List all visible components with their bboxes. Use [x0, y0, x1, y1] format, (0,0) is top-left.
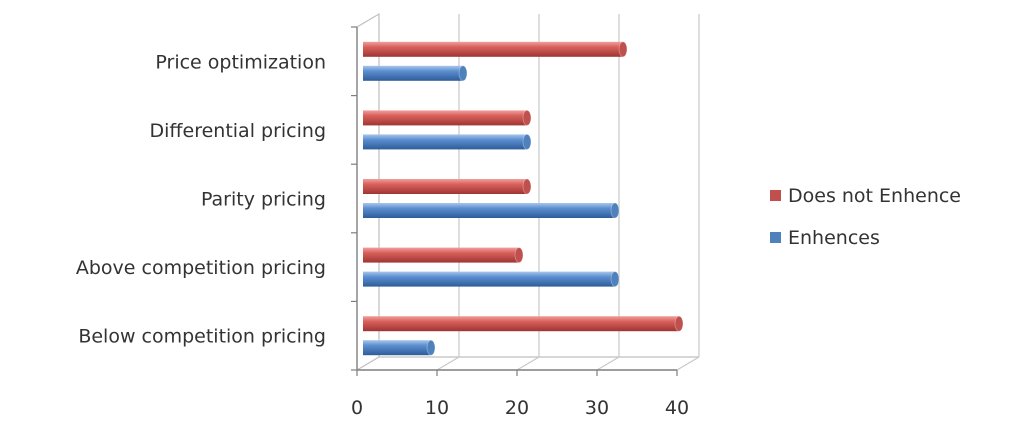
x-tick-label: 0: [351, 397, 363, 417]
gridline-floor: [676, 356, 700, 371]
wall-back-edge: [356, 12, 380, 357]
bar-cap: [674, 315, 684, 332]
legend-swatch: [770, 190, 781, 201]
legend-label: Enhences: [788, 227, 880, 249]
bar: [363, 65, 468, 82]
bar: [363, 178, 532, 195]
bar-cap: [522, 178, 532, 195]
bar-body: [363, 340, 431, 356]
bar: [363, 133, 532, 150]
category-label: Price optimization: [155, 51, 326, 73]
bar-cap: [610, 271, 620, 288]
category-label: Above competition pricing: [76, 257, 326, 279]
bar-body: [363, 316, 679, 332]
bar-body: [363, 41, 623, 57]
bar-cap: [522, 110, 532, 126]
bar: [363, 41, 628, 58]
legend-swatch: [770, 232, 781, 243]
bar: [363, 247, 524, 264]
bar-body: [363, 134, 527, 150]
x-tick-label: 30: [585, 397, 609, 417]
gridline-floor: [516, 356, 540, 371]
category-label: Parity pricing: [201, 189, 326, 211]
bar-body: [363, 110, 527, 126]
bar-body: [363, 247, 519, 263]
category-label: Differential pricing: [150, 120, 326, 142]
x-tick-label: 20: [505, 397, 529, 417]
bar: [363, 339, 436, 356]
bar-body: [363, 271, 615, 287]
gridline-floor: [596, 356, 620, 371]
bar: [363, 202, 620, 219]
bar-cap: [458, 65, 468, 82]
bar: [363, 271, 620, 288]
bar-cap: [514, 247, 524, 264]
category-label: Below competition pricing: [78, 326, 326, 348]
bar-cap: [610, 202, 620, 219]
x-tick-label: 10: [425, 397, 449, 417]
bar-body: [363, 179, 527, 194]
bar-body: [363, 65, 463, 81]
x-tick-label: 40: [665, 397, 689, 417]
legend-label: Does not Enhence: [788, 185, 961, 207]
gridline-floor: [436, 356, 460, 371]
bar-cap: [522, 133, 532, 150]
bar: [363, 110, 532, 126]
bar: [363, 315, 684, 332]
bar-cap: [618, 41, 628, 58]
bar-cap: [426, 339, 436, 356]
bar-body: [363, 203, 615, 218]
